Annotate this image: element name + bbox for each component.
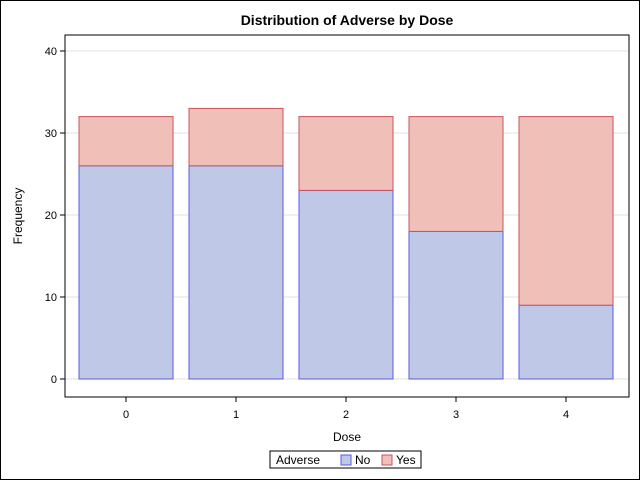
bar-yes-1 — [188, 107, 284, 167]
y-tick-label: 40 — [45, 46, 57, 58]
bar-no-0 — [78, 165, 174, 380]
x-tick-label: 0 — [123, 409, 129, 421]
bar-yes-3 — [408, 116, 504, 232]
bar-yes-0 — [78, 116, 174, 167]
legend-swatch-no — [340, 454, 352, 466]
x-tick-label: 1 — [233, 409, 239, 421]
legend-label-yes: Yes — [396, 453, 416, 467]
legend-swatch-yes — [381, 454, 393, 466]
x-axis-ticks: 0 1 2 3 4 — [123, 397, 569, 421]
legend-label-no: No — [355, 453, 371, 467]
bar-yes-4 — [518, 116, 614, 306]
plot-area — [64, 34, 630, 398]
bar-no-4 — [518, 304, 614, 380]
bar-no-3 — [408, 230, 504, 380]
y-tick-label: 10 — [45, 292, 57, 304]
legend-title: Adverse — [276, 453, 320, 467]
x-axis-label: Dose — [333, 430, 361, 444]
x-tick-label: 2 — [343, 409, 349, 421]
bar-no-1 — [188, 165, 284, 380]
y-axis-label: Frequency — [11, 188, 25, 245]
bar-yes-2 — [298, 116, 394, 191]
y-tick-label: 30 — [45, 128, 57, 140]
y-axis-ticks: 0 10 20 30 40 — [45, 46, 65, 386]
bars — [78, 107, 614, 380]
bar-no-2 — [298, 189, 394, 380]
chart-title: Distribution of Adverse by Dose — [241, 12, 454, 28]
x-tick-label: 4 — [563, 409, 569, 421]
y-tick-label: 20 — [45, 210, 57, 222]
legend: Adverse No Yes — [269, 450, 422, 469]
y-tick-label: 0 — [51, 374, 57, 386]
x-tick-label: 3 — [453, 409, 459, 421]
